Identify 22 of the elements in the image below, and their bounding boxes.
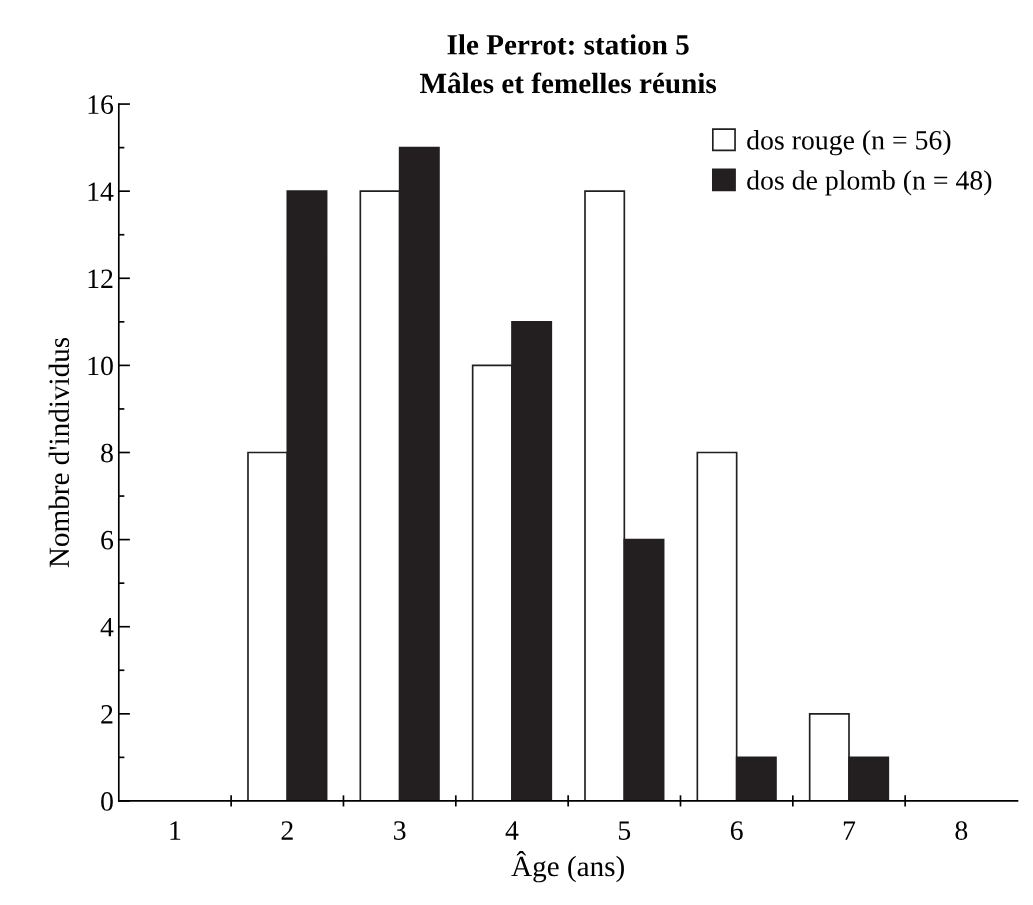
y-tick-label: 6 (101, 530, 114, 550)
y-tick-label: 8 (101, 443, 113, 463)
x-tick-label: 2 (281, 821, 293, 840)
x-tick-label: 4 (505, 821, 519, 840)
x-tick-label: 8 (955, 821, 968, 840)
x-tick-label: 6 (730, 821, 743, 840)
x-tick-label: 7 (843, 821, 856, 840)
y-tick-label: 10 (88, 356, 113, 376)
y-axis-title: Nombre d'individus (48, 337, 70, 568)
legend-label: dos de plomb (n = 48) (747, 170, 992, 196)
y-tick-label: 2 (101, 705, 113, 724)
x-tick-label: 3 (394, 821, 406, 840)
x-axis-title: Âge (ans) (511, 851, 624, 883)
x-tick-label: 1 (170, 821, 181, 840)
y-tick-label: 16 (88, 95, 114, 114)
y-tick-label: 12 (88, 269, 113, 288)
y-tick-label: 0 (101, 792, 113, 811)
y-tick-label: 14 (88, 182, 114, 201)
chart-title: Ile Perrot: station 5 Mâles et femelles réunis (420, 34, 717, 94)
x-tick-label: 5 (618, 821, 631, 840)
y-tick-label: 4 (100, 618, 114, 637)
legend-label: dos rouge (n = 56) (747, 130, 951, 156)
